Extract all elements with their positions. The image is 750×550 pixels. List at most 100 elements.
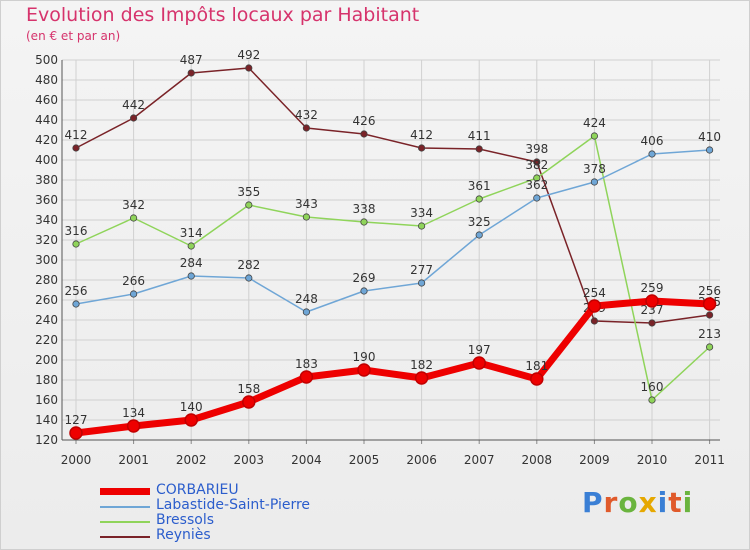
logo-letter: o <box>618 486 639 519</box>
data-label-bressols: 343 <box>295 197 318 211</box>
logo-letter: i <box>657 486 669 519</box>
logo-letter: i <box>682 486 694 519</box>
data-point-corbarieu <box>126 419 141 433</box>
data-point-labastide-saint-pierre <box>245 274 253 282</box>
data-point-bressols <box>130 214 138 222</box>
data-point-reyni-s <box>648 319 656 327</box>
series-line-corbarieu <box>72 297 714 437</box>
data-label-bressols: 316 <box>65 224 88 238</box>
data-point-bressols <box>648 396 656 404</box>
legend-item-labastide-saint-pierre: Labastide-Saint-Pierre <box>100 497 360 513</box>
data-point-labastide-saint-pierre <box>130 290 138 298</box>
data-point-bressols <box>302 213 310 221</box>
data-point-corbarieu <box>645 294 659 308</box>
data-label-corbarieu: 158 <box>237 382 260 396</box>
data-label-corbarieu: 256 <box>698 284 721 298</box>
logo-letter: t <box>668 486 683 519</box>
data-point-bressols <box>417 222 426 230</box>
data-label-corbarieu: 134 <box>122 406 145 420</box>
legend-item-corbarieu: CORBARIEU <box>100 482 360 498</box>
data-label-labastide-saint-pierre: 362 <box>525 178 548 192</box>
data-label-bressols: 338 <box>353 202 376 216</box>
x-tick-label: 2001 <box>118 453 149 467</box>
y-tick-label: 400 <box>35 153 58 167</box>
data-point-labastide-saint-pierre <box>705 146 714 154</box>
y-tick-label: 140 <box>35 413 58 427</box>
y-tick-label: 440 <box>35 113 58 127</box>
legend-label-labastide-saint-pierre: Labastide-Saint-Pierre <box>156 497 311 513</box>
data-point-reyni-s <box>475 145 483 153</box>
data-point-corbarieu <box>414 371 429 385</box>
x-tick-label: 2006 <box>406 453 437 467</box>
y-tick-label: 320 <box>35 233 58 247</box>
x-tick-label: 2005 <box>349 453 380 467</box>
x-tick-label: 2011 <box>694 453 725 467</box>
data-point-labastide-saint-pierre <box>475 231 483 239</box>
data-point-reyni-s <box>705 311 714 319</box>
y-tick-label: 220 <box>35 333 58 347</box>
data-point-bressols <box>72 240 80 248</box>
data-label-bressols: 334 <box>410 206 433 220</box>
legend-item-reyni-s: Reyniès <box>100 527 360 543</box>
x-tick-label: 2000 <box>61 453 92 467</box>
data-label-reyni-s: 237 <box>641 303 664 317</box>
data-label-reyni-s: 412 <box>410 128 433 142</box>
data-label-bressols: 213 <box>698 327 721 341</box>
y-tick-label: 380 <box>35 173 58 187</box>
data-point-reyni-s <box>245 64 253 72</box>
x-tick-label: 2004 <box>291 453 322 467</box>
data-label-reyni-s: 426 <box>353 114 376 128</box>
series-line-reyni-s <box>75 67 711 324</box>
x-tick-label: 2007 <box>464 453 495 467</box>
legend-label-reyni-s: Reyniès <box>156 527 211 543</box>
data-label-labastide-saint-pierre: 277 <box>410 263 433 277</box>
data-label-reyni-s: 432 <box>295 108 318 122</box>
data-point-labastide-saint-pierre <box>360 287 368 295</box>
series-line-bressols <box>75 135 711 401</box>
data-point-reyni-s <box>417 144 426 152</box>
data-point-reyni-s <box>590 317 599 325</box>
y-tick-label: 500 <box>35 53 58 67</box>
data-label-bressols: 424 <box>583 116 606 130</box>
data-label-labastide-saint-pierre: 284 <box>180 256 203 270</box>
y-tick-label: 420 <box>35 133 58 147</box>
data-label-corbarieu: 182 <box>410 358 433 372</box>
data-label-corbarieu: 127 <box>65 413 88 427</box>
data-point-reyni-s <box>302 124 310 132</box>
data-point-corbarieu <box>530 372 544 386</box>
data-label-corbarieu: 197 <box>468 343 491 357</box>
logo-letter: P <box>582 486 604 519</box>
data-point-corbarieu <box>357 363 371 377</box>
data-point-bressols <box>360 218 368 226</box>
legend-swatch-corbarieu <box>100 488 150 495</box>
data-point-corbarieu <box>587 299 602 313</box>
data-label-labastide-saint-pierre: 269 <box>353 271 376 285</box>
data-point-bressols <box>245 201 253 209</box>
data-point-bressols <box>705 343 714 351</box>
y-tick-label: 260 <box>35 293 58 307</box>
data-point-bressols <box>475 195 483 203</box>
legend-swatch-labastide-saint-pierre <box>100 506 150 508</box>
data-point-labastide-saint-pierre <box>187 272 195 280</box>
x-tick-label: 2010 <box>637 453 668 467</box>
y-tick-label: 120 <box>35 433 58 447</box>
proxiti-logo: Proxiti <box>582 486 693 519</box>
data-label-labastide-saint-pierre: 248 <box>295 292 318 306</box>
data-point-labastide-saint-pierre <box>72 300 80 308</box>
y-tick-label: 340 <box>35 213 58 227</box>
data-label-reyni-s: 442 <box>122 98 145 112</box>
data-point-corbarieu <box>184 413 198 427</box>
data-point-corbarieu <box>299 370 314 384</box>
y-tick-label: 280 <box>35 273 58 287</box>
data-point-corbarieu <box>69 426 83 440</box>
data-point-labastide-saint-pierre <box>533 194 541 202</box>
legend-item-bressols: Bressols <box>100 512 360 528</box>
line-chart: 120 140 160 180 200 220 240 260 280 300 320 340 360 3… <box>35 48 725 467</box>
data-label-bressols: 361 <box>468 179 491 193</box>
data-label-bressols: 342 <box>122 198 145 212</box>
data-point-bressols <box>590 132 599 140</box>
data-label-reyni-s: 398 <box>525 142 548 156</box>
data-label-labastide-saint-pierre: 256 <box>65 284 88 298</box>
data-label-reyni-s: 487 <box>180 53 203 67</box>
data-point-labastide-saint-pierre <box>648 150 656 158</box>
